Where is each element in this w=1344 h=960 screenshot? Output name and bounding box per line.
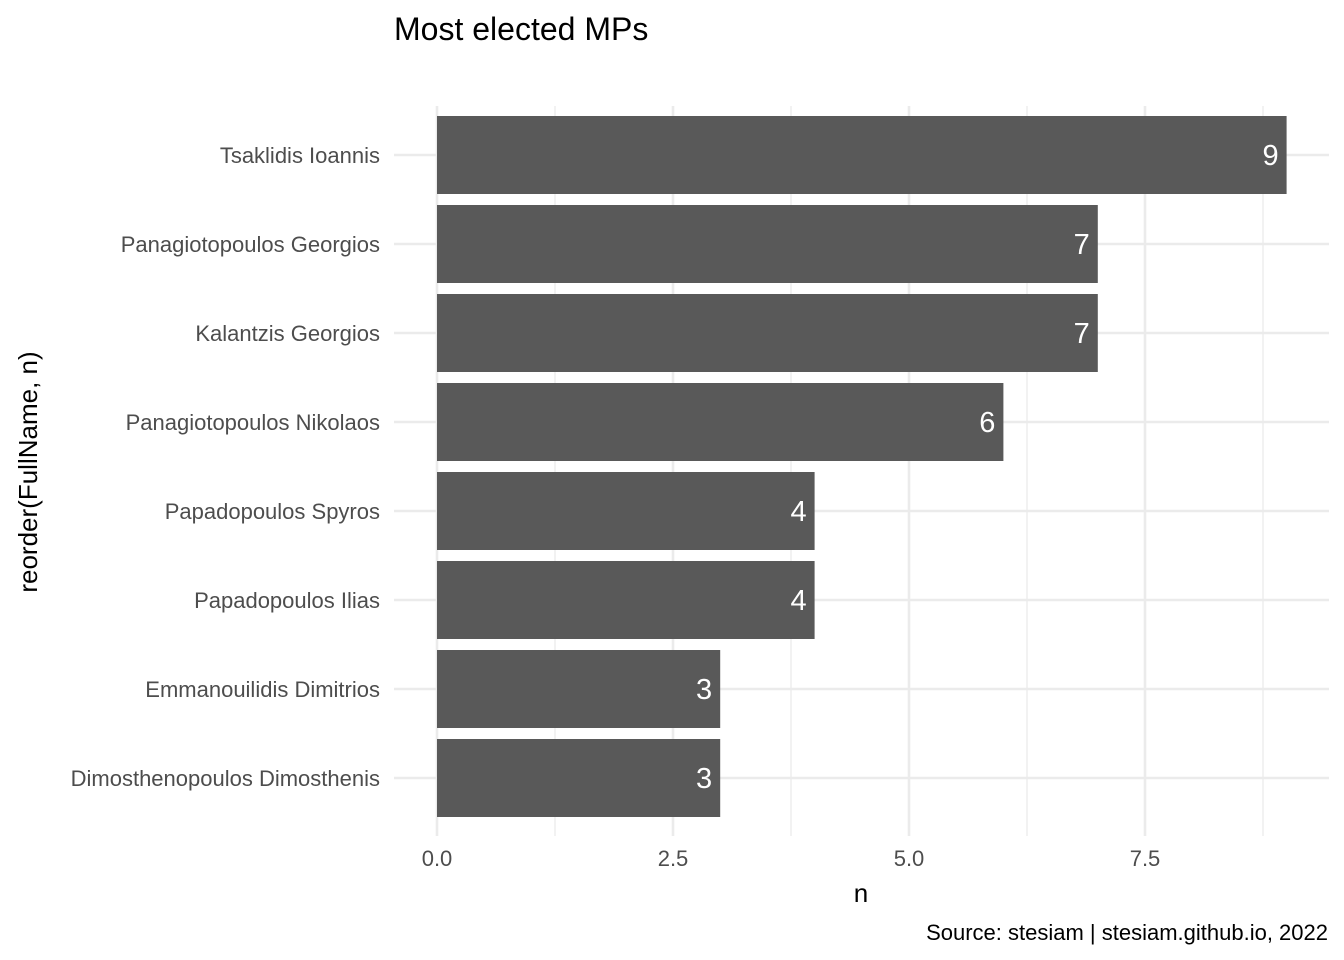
- y-tick-label: Panagiotopoulos Nikolaos: [126, 410, 380, 435]
- bars: [437, 116, 1287, 817]
- x-axis-ticks: 0.0 2.5 5.0 7.5: [422, 846, 1161, 871]
- y-tick-label: Dimosthenopoulos Dimosthenis: [71, 766, 380, 791]
- bar: [437, 383, 1004, 461]
- bar: [437, 205, 1098, 283]
- bar: [437, 650, 721, 728]
- bar: [437, 294, 1098, 372]
- bar: [437, 116, 1287, 194]
- chart-title: Most elected MPs: [394, 11, 648, 47]
- bar: [437, 472, 815, 550]
- chart-caption: Source: stesiam | stesiam.github.io, 202…: [926, 920, 1328, 945]
- bar: [437, 561, 815, 639]
- y-axis-ticks: Tsaklidis Ioannis Panagiotopoulos Georgio…: [71, 143, 380, 791]
- y-tick-label: Papadopoulos Ilias: [194, 588, 380, 613]
- y-axis-title: reorder(FullName, n): [13, 351, 43, 592]
- bar-value-label: 3: [696, 674, 712, 706]
- bar-value-label: 7: [1074, 229, 1090, 261]
- x-tick-label: 0.0: [422, 846, 453, 871]
- y-tick-label: Kalantzis Georgios: [195, 321, 380, 346]
- x-tick-label: 5.0: [894, 846, 925, 871]
- bar: [437, 739, 721, 817]
- bar-value-label: 6: [979, 407, 995, 439]
- bar-value-label: 9: [1262, 140, 1278, 172]
- y-tick-label: Panagiotopoulos Georgios: [121, 232, 380, 257]
- bar-value-label: 4: [790, 585, 806, 617]
- x-tick-label: 2.5: [658, 846, 689, 871]
- y-tick-label: Emmanouilidis Dimitrios: [145, 677, 380, 702]
- y-tick-label: Papadopoulos Spyros: [165, 499, 380, 524]
- bar-labels: 9 7 7 6 4 4 3 3: [696, 140, 1279, 795]
- x-tick-label: 7.5: [1130, 846, 1161, 871]
- bar-value-label: 7: [1074, 318, 1090, 350]
- y-tick-label: Tsaklidis Ioannis: [220, 143, 380, 168]
- bar-value-label: 4: [790, 496, 806, 528]
- bar-value-label: 3: [696, 763, 712, 795]
- x-axis-title: n: [854, 878, 868, 908]
